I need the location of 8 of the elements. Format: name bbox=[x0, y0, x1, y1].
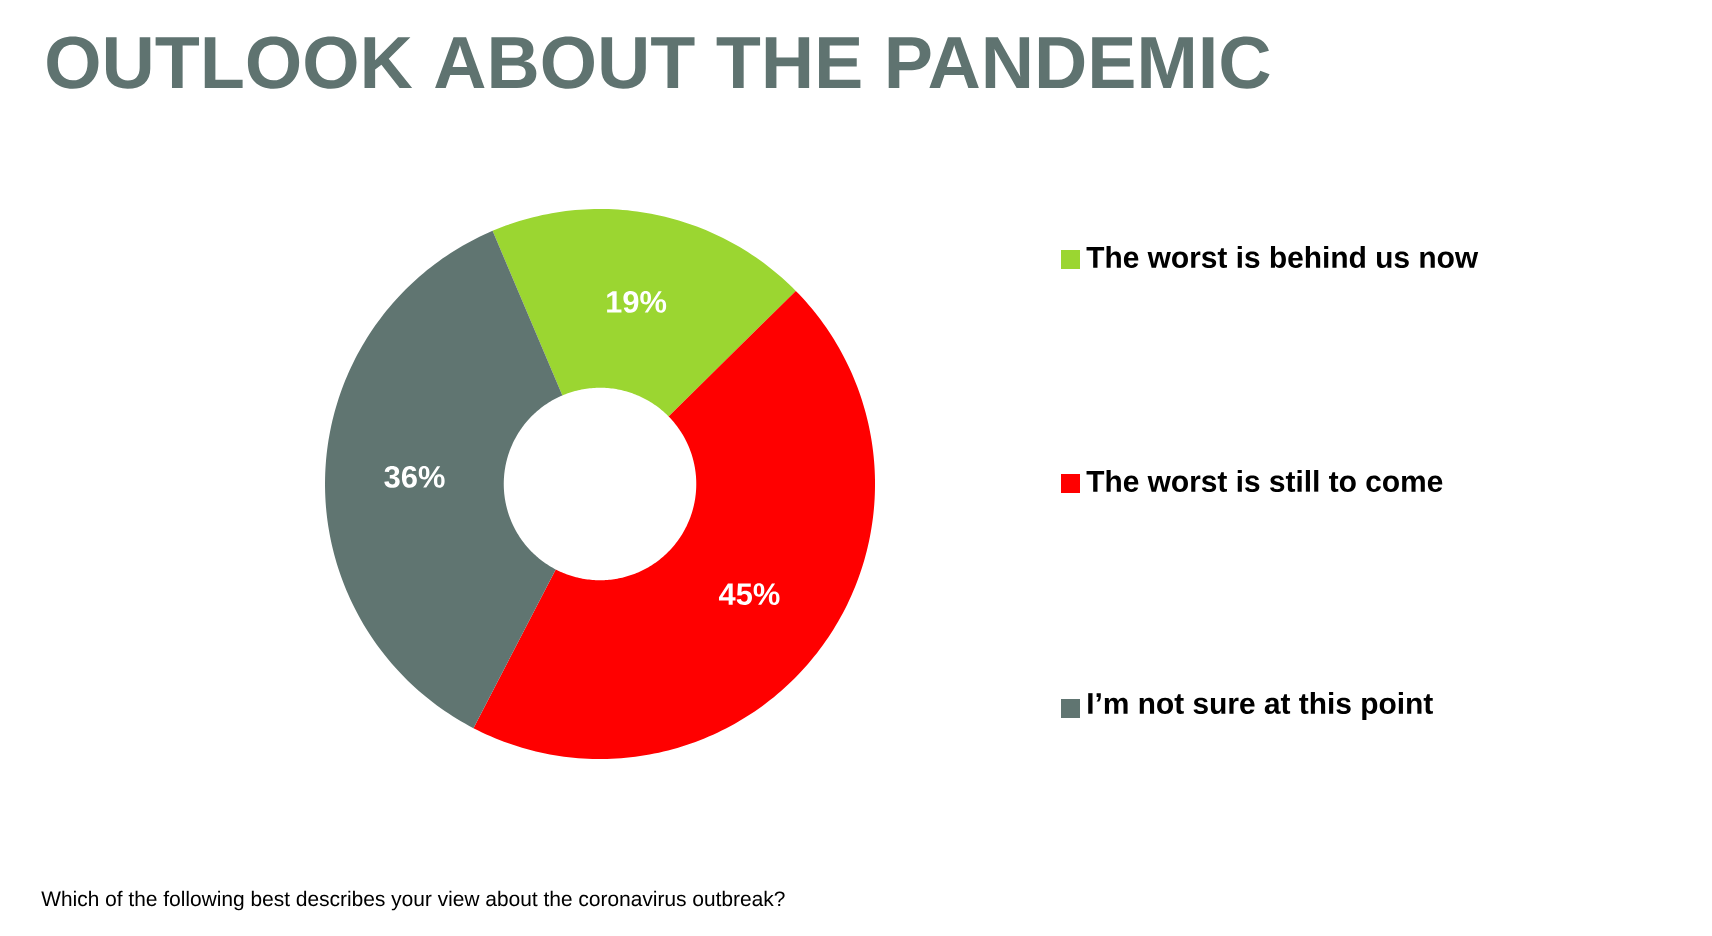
legend-label: I’m not sure at this point bbox=[1088, 692, 1433, 720]
data-label: 19% bbox=[607, 290, 667, 313]
text: Which of the following best describes your view about the coronavirus outbreak? bbox=[41, 890, 785, 911]
chart-title: OUTLOOK ABOUT THE PANDEMIC bbox=[47, 36, 1270, 89]
data-label: 36% bbox=[384, 465, 445, 488]
data-label: 45% bbox=[718, 583, 780, 606]
legend-label: The worst is behind us now bbox=[1086, 246, 1479, 268]
legend-label: The worst is still to come bbox=[1086, 470, 1443, 492]
